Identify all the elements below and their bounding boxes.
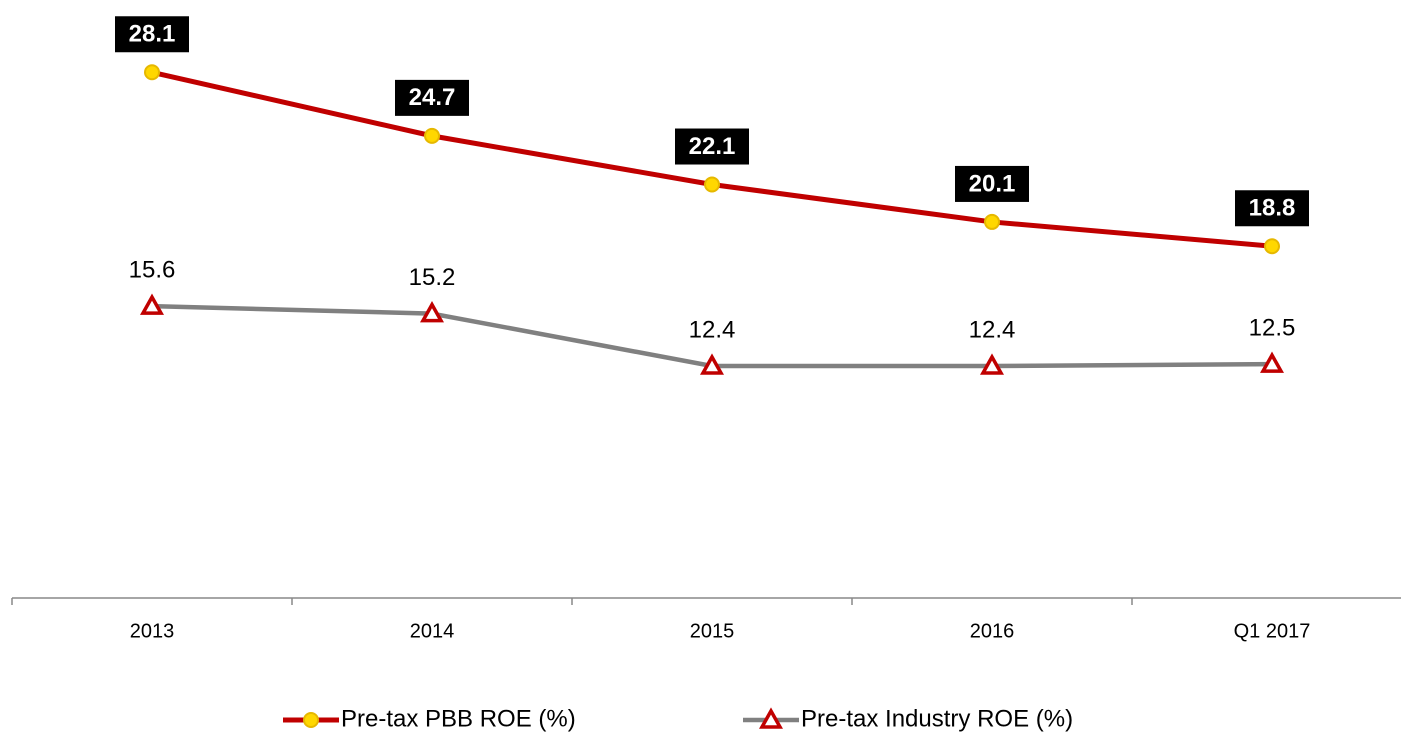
data-label-box <box>955 165 1029 202</box>
marker <box>1264 238 1280 255</box>
marker <box>140 293 164 315</box>
marker <box>303 712 319 728</box>
data-label: 18.8 <box>1249 195 1296 222</box>
marker <box>704 176 720 193</box>
data-label-box <box>1235 190 1309 227</box>
data-label: 15.6 <box>129 256 176 283</box>
data-label: 12.4 <box>689 316 736 343</box>
data-label: 22.1 <box>689 133 736 160</box>
x-tick-label: 2015 <box>690 620 735 642</box>
legend-label: Pre-tax PBB ROE (%) <box>341 705 576 732</box>
data-label-box <box>675 128 749 165</box>
legend-item: Pre-tax Industry ROE (%) <box>743 705 1073 732</box>
data-label: 15.2 <box>409 264 456 291</box>
data-label-box <box>395 79 469 116</box>
marker <box>700 353 724 375</box>
x-tick-label: 2014 <box>410 620 455 642</box>
x-tick-label: 2013 <box>130 620 175 642</box>
marker <box>424 127 440 144</box>
data-label-box <box>115 16 189 53</box>
data-label: 12.4 <box>969 316 1016 343</box>
data-label: 28.1 <box>129 21 176 48</box>
x-tick-label: 2016 <box>970 620 1015 642</box>
legend-label: Pre-tax Industry ROE (%) <box>801 705 1073 732</box>
data-label: 24.7 <box>409 84 456 111</box>
marker <box>144 64 160 81</box>
marker <box>1260 351 1284 373</box>
x-tick-label: Q1 2017 <box>1234 620 1311 642</box>
data-label: 20.1 <box>969 170 1016 197</box>
marker <box>984 213 1000 230</box>
marker <box>759 707 783 729</box>
marker <box>980 353 1004 375</box>
marker <box>420 301 444 323</box>
data-label: 12.5 <box>1249 314 1296 341</box>
legend-item: Pre-tax PBB ROE (%) <box>283 705 576 732</box>
